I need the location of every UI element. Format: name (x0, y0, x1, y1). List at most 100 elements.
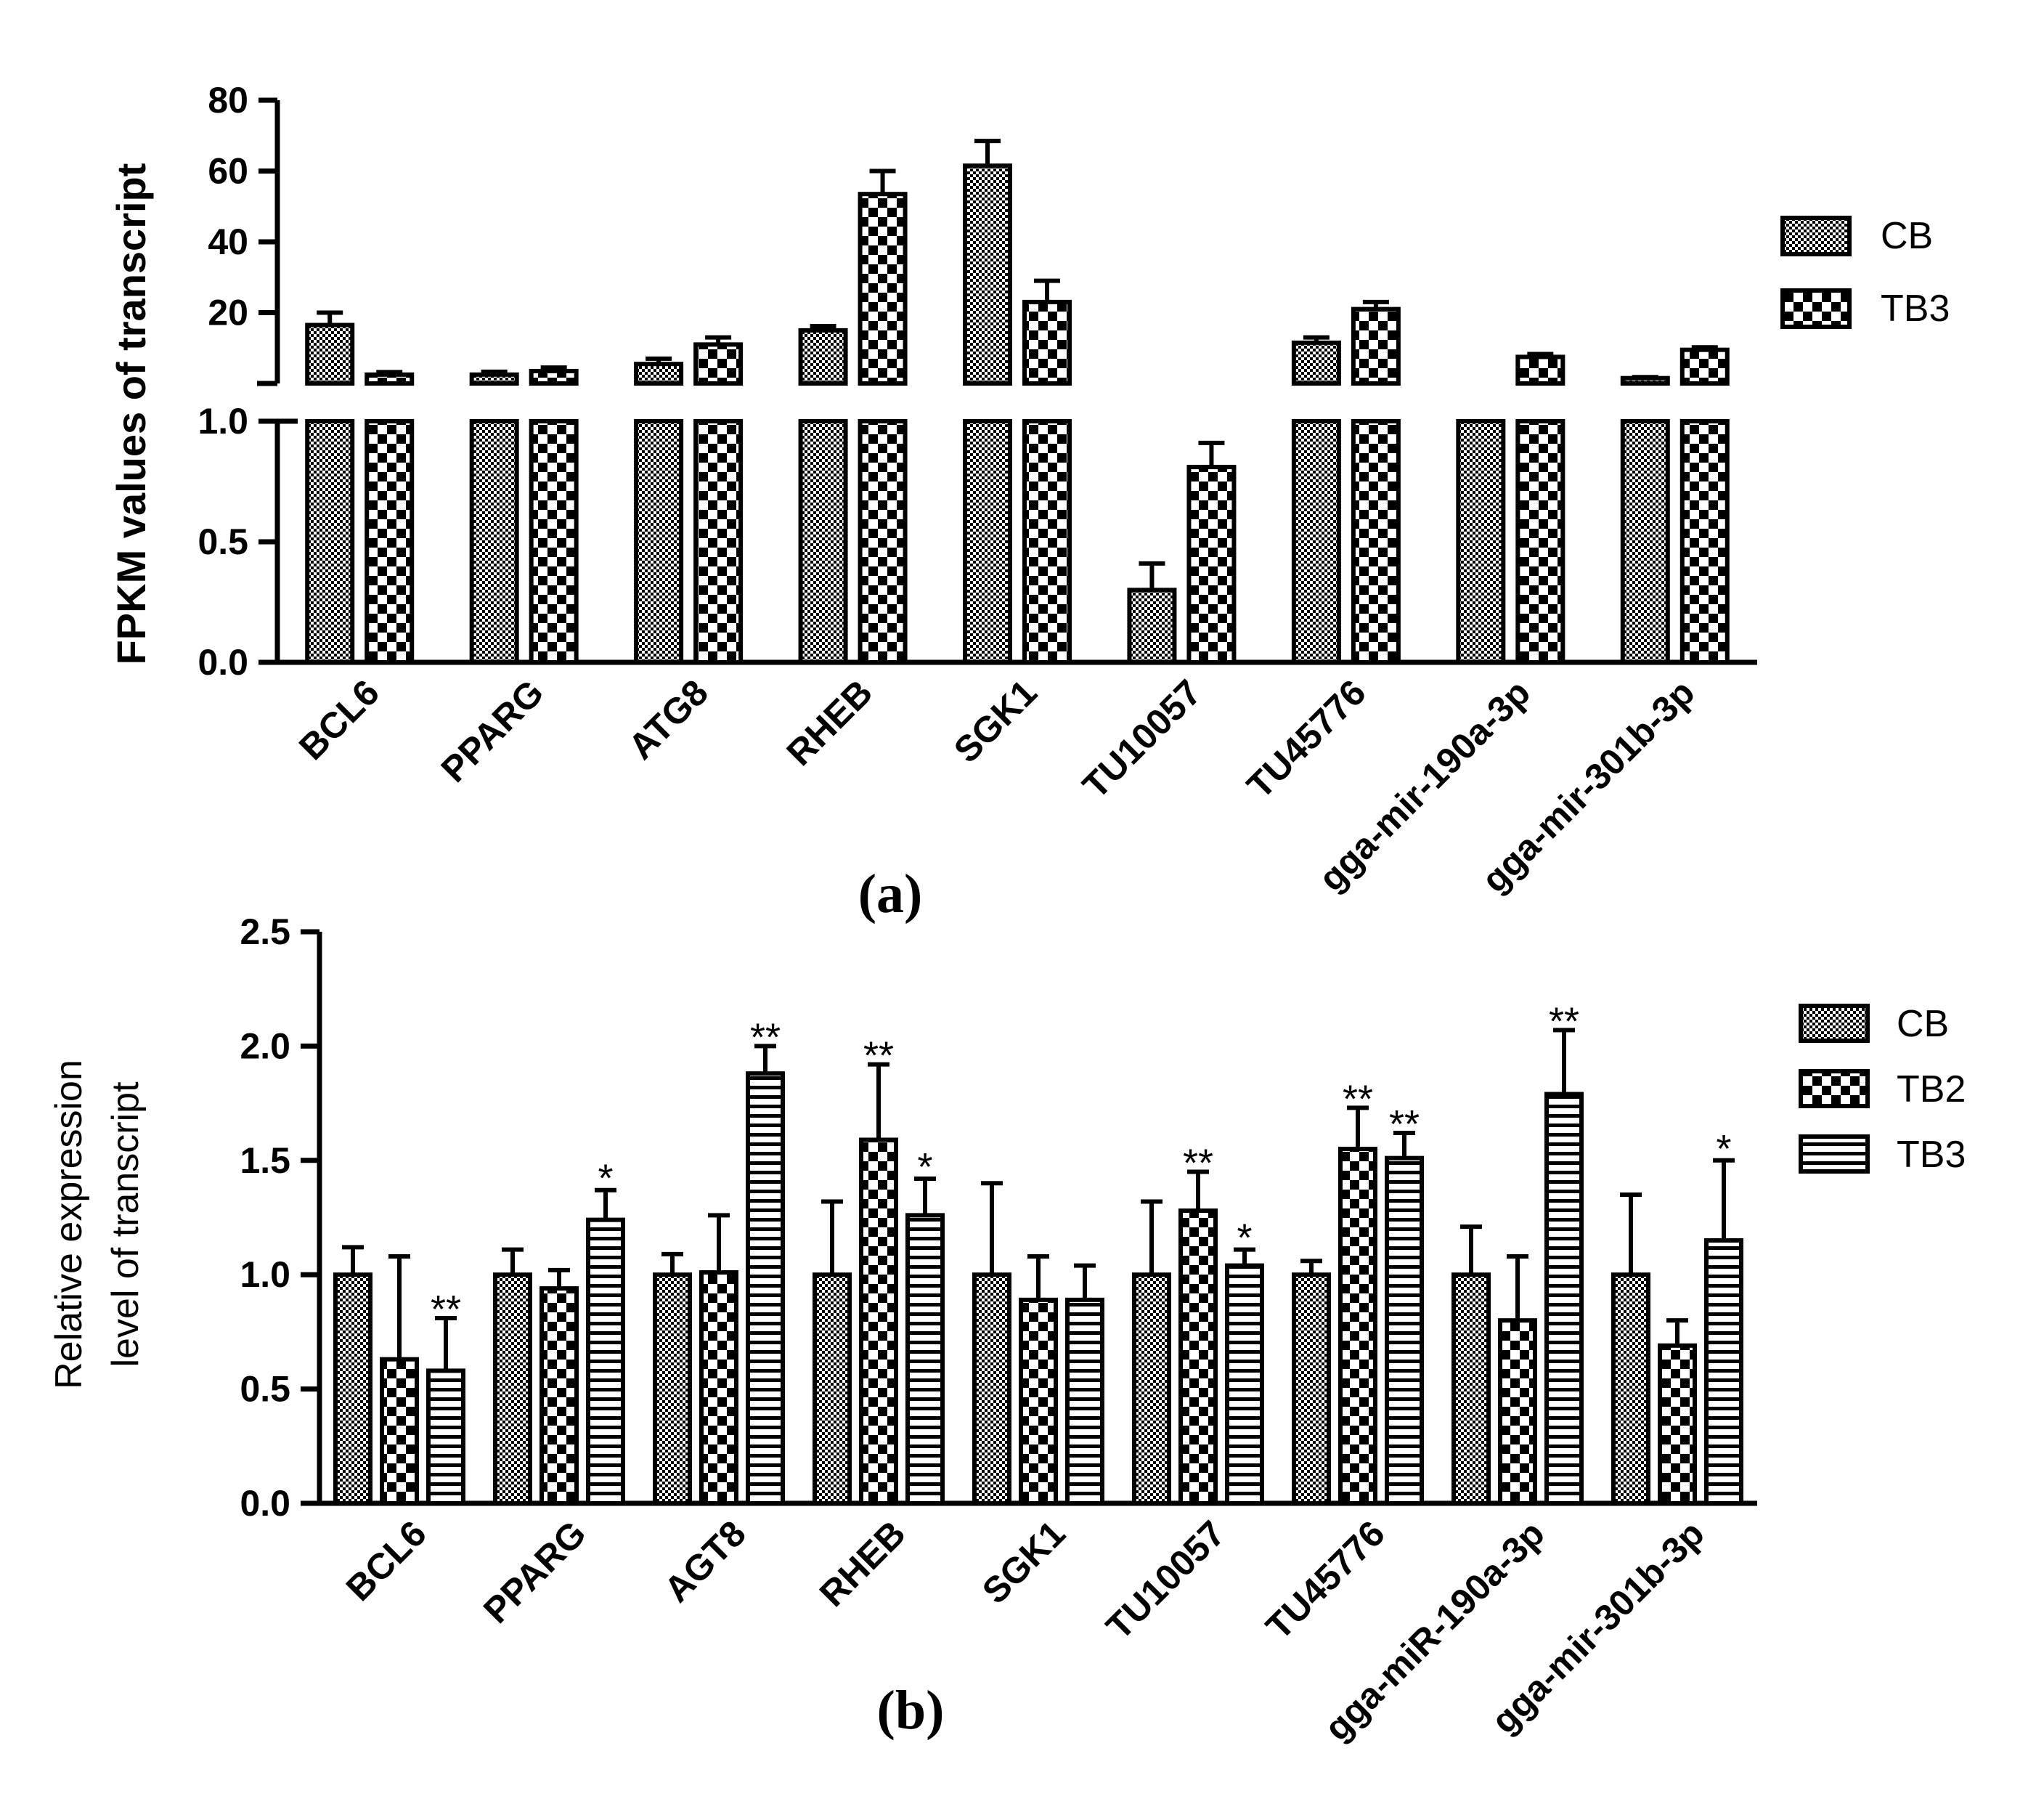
category-label-sgk1: SGK1 (946, 672, 1045, 771)
bar-tb3-gga-mir-301b-3p-lower (1679, 419, 1730, 665)
category-label-agt8: AGT8 (656, 1513, 754, 1610)
bar-cb-rheb (813, 1272, 852, 1506)
bar-cb-tu10057 (1132, 1272, 1171, 1506)
bars-a (305, 163, 1730, 665)
bar-tb3-tu45776-upper (1351, 306, 1401, 386)
y-tick-label: 0.0 (240, 1483, 290, 1524)
y-axis-label-b-line2: level of transcript (105, 1081, 147, 1368)
y-tick-label-upper: 40 (208, 222, 248, 262)
bar-tb2-sgk1 (1019, 1297, 1058, 1506)
legend-swatch-tb3 (1799, 1134, 1870, 1174)
panel-label-b: (b) (877, 1680, 945, 1741)
tick-labels-a: 20 40 60 80 0.0 0.5 1.0 (198, 80, 248, 683)
category-label-tu45776: TU45776 (1239, 672, 1374, 806)
bar-cb-tu10057-lower (1127, 588, 1177, 665)
y-tick-label-lower: 0.0 (198, 642, 248, 683)
bar-tb3-tu45776-lower (1351, 419, 1401, 665)
bar-cb-rheb-lower (798, 419, 848, 665)
bar-tb3-atg8-upper (693, 342, 744, 386)
bar-tb3-bcl6-lower (365, 419, 415, 665)
y-tick-label: 1.5 (240, 1140, 290, 1181)
significance-tb3-rheb: * (917, 1145, 932, 1189)
significance-tb3-tu10057: * (1237, 1216, 1252, 1260)
bars-b (333, 1071, 1743, 1506)
y-tick-label-upper: 60 (208, 151, 248, 192)
bar-cb-tu45776-upper (1291, 340, 1341, 386)
bar-cb-bcl6 (333, 1272, 372, 1506)
bar-tb2-rheb (859, 1137, 898, 1506)
bar-tb3-atg8-lower (693, 419, 744, 665)
category-labels-a: BCL6 PPARG ATG8 RHEB SGK1 TU10057 TU45776gga-m… (291, 672, 1702, 901)
legend-label-tb2: TB2 (1897, 1068, 1966, 1110)
bar-cb-pparg-upper (469, 372, 519, 386)
bar-cb-atg8-lower (634, 419, 684, 665)
bar-tb3-gga-mir-301b-3p (1704, 1238, 1743, 1506)
bar-tb2-gga-mir-190a-3p (1498, 1318, 1537, 1506)
significance-tb3-pparg: * (598, 1157, 613, 1200)
legend-swatch-cb (1780, 216, 1852, 256)
tick-labels-b: 0.0 0.5 1.0 1.5 2.0 2.5 (240, 911, 290, 1524)
legend-a: CB TB3 (1780, 215, 1950, 330)
legend-swatch-tb3 (1780, 288, 1852, 329)
legend-swatch-tb2 (1799, 1069, 1870, 1108)
bar-cb-pparg-lower (469, 419, 519, 665)
bar-cb-sgk1-upper (963, 163, 1012, 386)
y-tick-label-lower: 1.0 (198, 401, 248, 442)
y-tick-label-upper: 20 (208, 293, 248, 333)
bar-tb3-pparg (586, 1217, 625, 1506)
category-label-atg8: ATG8 (621, 672, 716, 767)
significance-markers-b: ***** *** ********** (431, 999, 1732, 1331)
legend-label-tb3: TB3 (1897, 1134, 1966, 1176)
bar-tb3-sgk1-upper (1022, 299, 1072, 386)
bar-cb-atg8-upper (634, 362, 684, 386)
bar-tb3-gga-mir-190a-3p-upper (1515, 354, 1565, 386)
bar-cb-gga-mir-190a-3p (1451, 1272, 1491, 1506)
significance-tb2-rheb: ** (863, 1034, 894, 1078)
y-tick-label-lower: 0.5 (198, 521, 248, 562)
significance-tb3-gga-mir-301b-3p: * (1716, 1127, 1731, 1171)
bar-tb2-tu45776 (1338, 1147, 1377, 1506)
y-axis-a (257, 97, 1757, 665)
y-tick-label: 2.0 (240, 1025, 290, 1066)
category-label-rheb: RHEB (779, 672, 881, 773)
legend-swatch-cb (1799, 1004, 1870, 1043)
bar-tb3-rheb-lower (858, 419, 908, 665)
bar-tb2-gga-mir-301b-3p (1658, 1343, 1697, 1506)
bar-tb2-tu10057 (1178, 1208, 1218, 1506)
significance-tb3-bcl6: ** (431, 1288, 461, 1331)
bar-tb3-tu10057 (1225, 1263, 1264, 1506)
bar-cb-sgk1-lower (963, 419, 1012, 665)
significance-tb3-agt8: ** (750, 1015, 781, 1059)
bar-tb3-gga-mir-301b-3p-upper (1679, 347, 1730, 386)
y-tick-label: 2.5 (240, 911, 290, 952)
significance-tb3-tu45776: ** (1389, 1102, 1420, 1146)
bar-tb3-pparg-upper (529, 368, 579, 386)
panel-b: ***** *** ********** 0.00.51.01.52.02.5 BC… (48, 911, 1966, 1749)
legend-label-cb: CB (1881, 215, 1933, 257)
bar-tb3-bcl6-upper (365, 372, 415, 386)
bar-cb-gga-mir-301b-3p-lower (1620, 419, 1670, 665)
bar-cb-tu45776-lower (1291, 419, 1341, 665)
category-label-tu45776: TU45776 (1258, 1513, 1393, 1647)
category-label-tu10057: TU10057 (1099, 1513, 1233, 1647)
legend-label-tb3: TB3 (1881, 288, 1950, 330)
category-label-bcl6: BCL6 (338, 1513, 434, 1609)
category-label-pparg: PPARG (433, 672, 552, 790)
y-tick-label: 1.0 (240, 1254, 290, 1295)
bar-cb-pparg (493, 1272, 532, 1506)
bar-tb3-gga-mir-190a-3p-lower (1515, 419, 1565, 665)
bar-tb2-pparg (539, 1286, 579, 1506)
bar-tb3-pparg-lower (529, 419, 579, 665)
y-axis-label-b-line1: Relative expression (48, 1060, 90, 1389)
category-label-sgk1: SGK1 (974, 1513, 1073, 1612)
bar-tb2-bcl6 (380, 1357, 419, 1506)
category-label-tu10057: TU10057 (1075, 672, 1209, 806)
bar-cb-tu45776 (1292, 1272, 1331, 1506)
bar-tb2-agt8 (699, 1270, 738, 1506)
bar-cb-bcl6-upper (305, 322, 355, 386)
bar-cb-sgk1 (972, 1272, 1011, 1506)
bar-tb3-sgk1-lower (1022, 419, 1072, 665)
bar-tb3-rheb (905, 1213, 945, 1506)
bar-cb-rheb-upper (798, 328, 848, 386)
